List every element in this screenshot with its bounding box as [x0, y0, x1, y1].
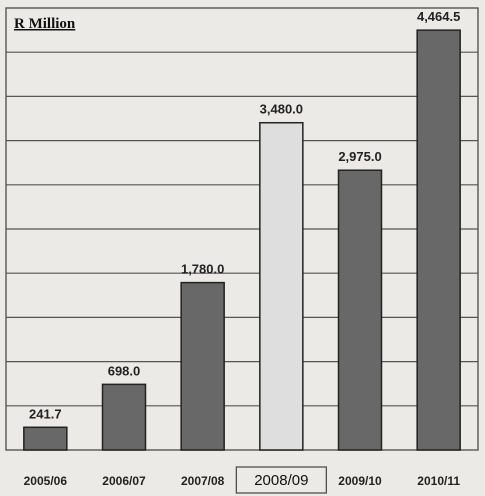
value-label-2007-08: 1,780.0 — [181, 262, 224, 277]
bar-2008-09 — [259, 121, 304, 451]
value-label-2009-10: 2,975.0 — [338, 149, 381, 164]
tick-label-2010-11: 2010/11 — [417, 474, 460, 488]
value-labels: 241.7 698.0 1,780.0 3,480.0 2,975.0 4,464.5 — [29, 9, 460, 421]
unit-label: R Million — [14, 16, 76, 32]
tick-label-2007-08: 2007/08 — [181, 474, 225, 488]
gridlines — [5, 7, 479, 451]
highlighted-tick-box — [235, 466, 327, 494]
bar-2006-07 — [101, 383, 147, 451]
value-label-2006-07: 698.0 — [108, 363, 141, 378]
value-label-2005-06: 241.7 — [29, 406, 62, 421]
bar-2010-11 — [416, 29, 461, 451]
bar-2007-08 — [180, 281, 225, 451]
tick-label-2005-06: 2005/06 — [24, 474, 68, 488]
x-tick-labels: 2005/06 2006/07 2007/08 2008/09 2009/10 2010/… — [24, 472, 461, 489]
value-label-2008-09: 3,480.0 — [260, 102, 303, 117]
value-label-2010-11: 4,464.5 — [417, 9, 460, 24]
tick-label-2006-07: 2006/07 — [102, 474, 146, 488]
tick-label-2009-10: 2009/10 — [338, 474, 382, 488]
tick-label-2008-09: 2008/09 — [254, 472, 308, 489]
bars — [23, 29, 461, 451]
bar-2009-10 — [337, 169, 383, 451]
bar-2005-06 — [23, 426, 68, 451]
